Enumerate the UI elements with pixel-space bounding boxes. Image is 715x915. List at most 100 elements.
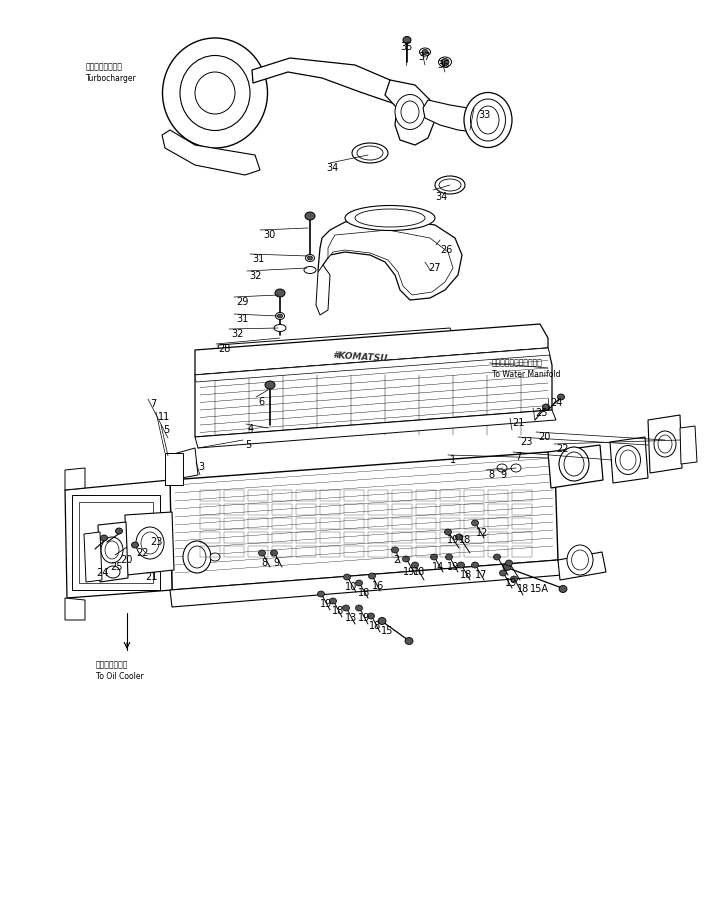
Ellipse shape xyxy=(259,550,265,556)
Text: 3: 3 xyxy=(198,462,204,472)
Text: ウォータマニホールドへ: ウォータマニホールドへ xyxy=(492,358,543,367)
Ellipse shape xyxy=(420,48,430,56)
Bar xyxy=(320,532,340,543)
Bar xyxy=(272,546,292,557)
Text: 31: 31 xyxy=(252,254,265,264)
Bar xyxy=(512,518,532,529)
Bar xyxy=(464,518,484,529)
Bar xyxy=(296,518,316,529)
Bar xyxy=(344,504,364,515)
Ellipse shape xyxy=(136,527,164,559)
Bar xyxy=(200,546,220,557)
Text: 23: 23 xyxy=(150,537,162,547)
Ellipse shape xyxy=(497,464,507,472)
Ellipse shape xyxy=(441,59,449,66)
Bar xyxy=(248,546,268,557)
Bar xyxy=(272,504,292,515)
Ellipse shape xyxy=(106,566,120,578)
Ellipse shape xyxy=(345,206,435,231)
Ellipse shape xyxy=(101,537,123,563)
Ellipse shape xyxy=(503,564,511,570)
Ellipse shape xyxy=(471,562,478,568)
Polygon shape xyxy=(195,410,556,448)
Ellipse shape xyxy=(511,576,518,582)
Ellipse shape xyxy=(500,570,506,576)
Ellipse shape xyxy=(422,49,428,55)
Polygon shape xyxy=(65,468,85,490)
Text: 7: 7 xyxy=(150,399,157,409)
Text: 4: 4 xyxy=(248,424,254,434)
Bar xyxy=(416,518,436,529)
Text: 14: 14 xyxy=(432,562,444,572)
Ellipse shape xyxy=(571,550,588,570)
Text: オイルクーラへ: オイルクーラへ xyxy=(96,660,129,669)
Text: 5: 5 xyxy=(245,440,251,450)
Bar xyxy=(224,518,244,529)
Ellipse shape xyxy=(265,381,275,389)
Ellipse shape xyxy=(445,554,453,560)
Ellipse shape xyxy=(511,464,521,472)
Ellipse shape xyxy=(401,101,419,123)
Bar xyxy=(224,504,244,515)
Ellipse shape xyxy=(355,580,363,586)
Text: 33: 33 xyxy=(478,110,490,120)
Ellipse shape xyxy=(438,57,451,67)
Text: 19: 19 xyxy=(403,567,415,577)
Polygon shape xyxy=(328,230,453,295)
Text: 18: 18 xyxy=(459,535,471,545)
Text: 18: 18 xyxy=(413,567,425,577)
Ellipse shape xyxy=(116,528,122,534)
Bar xyxy=(344,546,364,557)
Bar xyxy=(392,532,412,543)
Ellipse shape xyxy=(305,212,315,220)
Text: 19: 19 xyxy=(447,562,459,572)
Ellipse shape xyxy=(183,541,211,573)
Bar xyxy=(344,532,364,543)
Text: 32: 32 xyxy=(231,329,243,339)
Bar xyxy=(392,504,412,515)
Text: 28: 28 xyxy=(218,344,230,354)
Text: 17: 17 xyxy=(475,570,488,580)
Bar xyxy=(320,490,340,501)
Bar xyxy=(200,532,220,543)
Text: 5: 5 xyxy=(163,425,169,435)
Text: 20: 20 xyxy=(538,432,551,442)
Text: 19: 19 xyxy=(320,599,332,609)
Text: 10: 10 xyxy=(345,582,358,592)
Text: 18: 18 xyxy=(460,570,472,580)
Polygon shape xyxy=(318,218,462,300)
Bar xyxy=(248,504,268,515)
Bar xyxy=(320,504,340,515)
Text: 32: 32 xyxy=(249,271,262,281)
Ellipse shape xyxy=(455,534,463,540)
Text: Turbocharger: Turbocharger xyxy=(86,74,137,83)
Bar xyxy=(440,532,460,543)
Text: 36: 36 xyxy=(437,60,449,70)
Ellipse shape xyxy=(543,404,550,410)
Polygon shape xyxy=(125,512,174,575)
Ellipse shape xyxy=(392,547,398,553)
Bar xyxy=(464,490,484,501)
Ellipse shape xyxy=(210,553,220,561)
Text: 25: 25 xyxy=(110,562,122,572)
Ellipse shape xyxy=(567,545,593,575)
Ellipse shape xyxy=(506,560,513,566)
Bar xyxy=(512,504,532,515)
Ellipse shape xyxy=(342,605,350,611)
Ellipse shape xyxy=(307,256,312,260)
Text: 31: 31 xyxy=(236,314,248,324)
Ellipse shape xyxy=(378,618,386,625)
Text: 18: 18 xyxy=(369,621,381,631)
Bar xyxy=(320,518,340,529)
Ellipse shape xyxy=(274,325,286,331)
Text: 29: 29 xyxy=(236,297,248,307)
Polygon shape xyxy=(98,522,128,582)
Text: 12: 12 xyxy=(476,528,488,538)
Ellipse shape xyxy=(368,573,375,579)
Polygon shape xyxy=(252,58,405,105)
Bar xyxy=(296,546,316,557)
Polygon shape xyxy=(84,532,102,582)
Polygon shape xyxy=(65,598,85,620)
Ellipse shape xyxy=(355,605,363,611)
Bar xyxy=(416,504,436,515)
